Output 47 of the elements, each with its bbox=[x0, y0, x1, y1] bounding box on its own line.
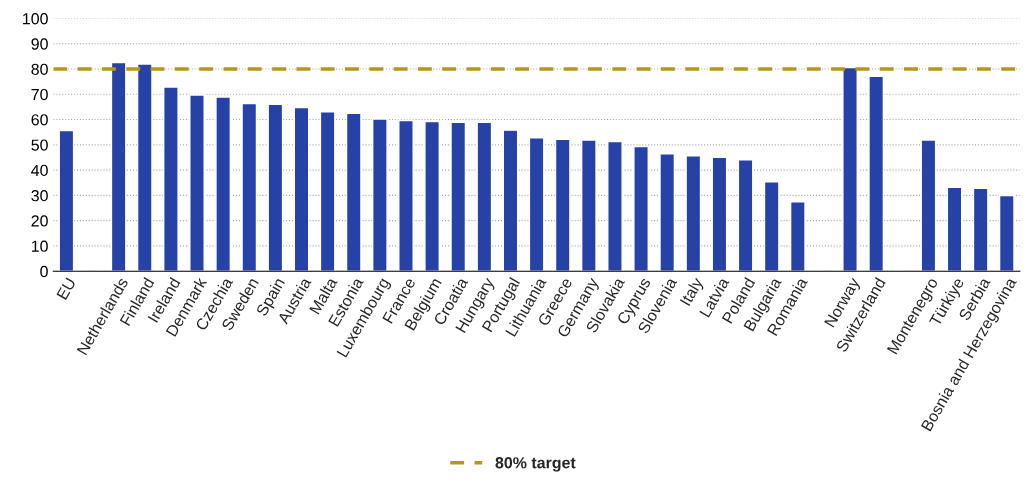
y-tick-label: 30 bbox=[31, 190, 48, 202]
bar bbox=[241, 102, 258, 272]
bar bbox=[319, 111, 336, 272]
bar bbox=[371, 118, 388, 272]
y-tick-label: 100 bbox=[23, 13, 48, 25]
y-tick-label: 20 bbox=[31, 215, 48, 227]
y-tick-label: 70 bbox=[31, 88, 48, 101]
bar bbox=[267, 103, 284, 272]
bar bbox=[868, 75, 885, 272]
bar bbox=[215, 96, 232, 272]
y-tick-label: 60 bbox=[31, 114, 48, 126]
bar bbox=[972, 187, 989, 272]
bar bbox=[476, 121, 493, 272]
bar bbox=[607, 140, 623, 272]
bar bbox=[842, 66, 858, 272]
bar bbox=[685, 154, 702, 272]
bar bbox=[398, 119, 414, 272]
bar bbox=[633, 145, 649, 272]
bar bbox=[528, 137, 545, 272]
bar bbox=[737, 159, 754, 272]
y-tick-label: 0 bbox=[40, 265, 48, 278]
bar bbox=[450, 121, 467, 272]
legend-label: 80% target bbox=[495, 457, 576, 472]
bar bbox=[110, 61, 127, 272]
bar bbox=[580, 139, 597, 272]
bar bbox=[920, 139, 937, 272]
bar bbox=[424, 120, 440, 272]
bar bbox=[998, 194, 1015, 272]
bar bbox=[659, 153, 676, 272]
bar bbox=[554, 138, 571, 272]
bar bbox=[502, 129, 519, 272]
y-tick-label: 40 bbox=[31, 164, 48, 177]
y-tick-label: 90 bbox=[31, 38, 48, 50]
y-tick-label: 80 bbox=[31, 63, 48, 75]
y-tick-label: 50 bbox=[31, 139, 48, 151]
y-tick-label: 10 bbox=[31, 240, 48, 252]
x-tick-label: EU bbox=[56, 277, 76, 300]
bar bbox=[163, 86, 179, 272]
bar bbox=[58, 129, 75, 272]
bar bbox=[189, 94, 205, 272]
bar bbox=[763, 181, 780, 272]
bar bbox=[789, 200, 806, 272]
bar bbox=[136, 63, 153, 272]
bar bbox=[711, 156, 728, 272]
bar bbox=[946, 186, 963, 272]
bar bbox=[293, 106, 310, 272]
bar bbox=[345, 112, 362, 272]
